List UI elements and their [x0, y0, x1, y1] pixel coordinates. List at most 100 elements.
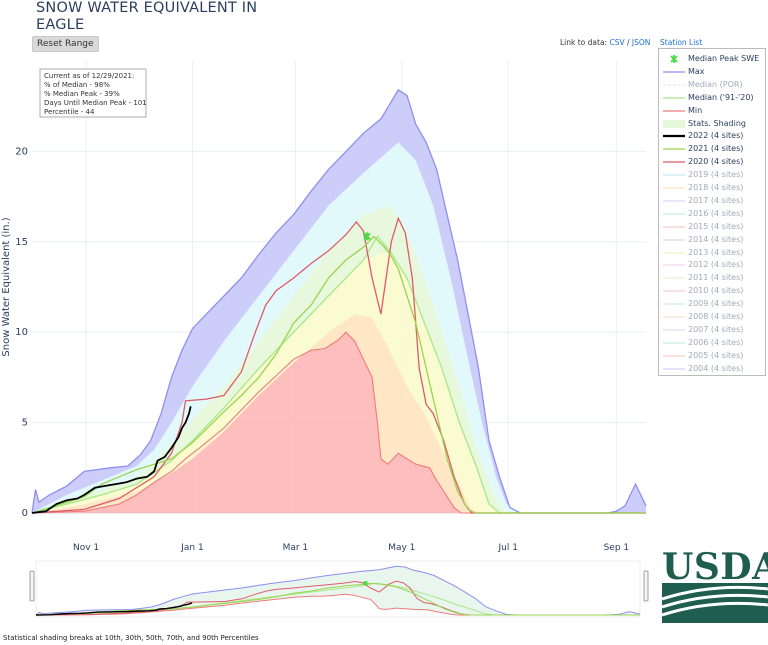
- y-axis-label: Snow Water Equivalent (in.): [1, 217, 12, 356]
- y-tick-label: 5: [22, 418, 28, 429]
- legend-label: 2021 (4 sites): [688, 144, 744, 154]
- legend-label: 2014 (4 sites): [688, 234, 744, 244]
- legend-label: 2010 (4 sites): [688, 286, 744, 296]
- legend-label: 2015 (4 sites): [688, 221, 744, 231]
- range-handle-left[interactable]: [29, 570, 35, 602]
- legend-item[interactable]: 2017 (4 sites): [659, 195, 765, 207]
- x-tick-label: Nov 1: [73, 543, 99, 553]
- legend-item[interactable]: Max: [659, 66, 765, 78]
- legend-label: Median ('91-'20): [688, 92, 754, 102]
- legend-label: 2006 (4 sites): [688, 337, 744, 347]
- csv-link[interactable]: CSV: [609, 38, 625, 47]
- legend-label: 2007 (4 sites): [688, 324, 744, 334]
- legend-item[interactable]: 2011 (4 sites): [659, 272, 765, 284]
- series-2022-line[interactable]: [31, 406, 192, 514]
- legend-label: 2008 (4 sites): [688, 312, 744, 321]
- legend-swatch-icon: [663, 84, 685, 86]
- x-tick-label: Sep 1: [604, 543, 630, 553]
- data-links: Link to data: CSV / JSON: [560, 38, 650, 47]
- shade-band-p70: [32, 205, 646, 513]
- range-max-line: [35, 565, 641, 616]
- range-min-line: [35, 593, 640, 616]
- legend-swatch-icon: [663, 329, 685, 331]
- legend-item[interactable]: 2008 (4 sites): [659, 311, 765, 323]
- range-median-peak-marker: [363, 581, 368, 586]
- legend-label: 2019 (4 sites): [688, 170, 744, 180]
- series-2020-line[interactable]: [31, 216, 646, 514]
- min-line[interactable]: [31, 331, 646, 514]
- legend-item[interactable]: 2009 (4 sites): [659, 298, 765, 310]
- legend-item[interactable]: 2007 (4 sites): [659, 324, 765, 336]
- legend-label: Stats. Shading: [688, 118, 747, 128]
- x-tick-label: Mar 1: [283, 543, 309, 553]
- chart-title-line1: SNOW WATER EQUIVALENT IN: [36, 0, 258, 16]
- y-tick-label: 0: [22, 508, 28, 519]
- json-link[interactable]: JSON: [631, 38, 651, 47]
- legend-item[interactable]: 2021 (4 sites): [659, 143, 765, 155]
- legend-label: Max: [688, 66, 705, 76]
- legend-swatch-icon: [663, 174, 685, 176]
- median-peak-marker[interactable]: [363, 232, 371, 241]
- reset-range-button[interactable]: Reset Range: [32, 36, 99, 52]
- legend-label: 2017 (4 sites): [688, 195, 744, 205]
- range-handle-right[interactable]: [643, 570, 649, 602]
- range-series-2020-line: [35, 580, 640, 616]
- legend-label: 2020 (4 sites): [688, 157, 744, 167]
- legend-item[interactable]: 2015 (4 sites): [659, 221, 765, 233]
- legend-swatch-icon: [663, 226, 685, 228]
- legend-item[interactable]: 2018 (4 sites): [659, 182, 765, 194]
- legend-item[interactable]: Median ('91-'20): [659, 92, 765, 104]
- legend-swatch-icon: [663, 148, 685, 150]
- info-box-line1: Current as of 12/29/2021:: [44, 72, 134, 80]
- usda-logo-text: USDA: [662, 546, 768, 588]
- legend-item[interactable]: 2012 (4 sites): [659, 259, 765, 271]
- link-separator: /: [624, 38, 632, 47]
- legend-swatch-icon: [663, 161, 685, 163]
- chart-title: SNOW WATER EQUIVALENT IN EAGLE: [36, 0, 257, 34]
- legend-item[interactable]: 2010 (4 sites): [659, 285, 765, 297]
- legend-item[interactable]: 2006 (4 sites): [659, 337, 765, 349]
- legend-item[interactable]: Median (POR): [659, 79, 765, 91]
- legend-item[interactable]: 2020 (4 sites): [659, 156, 765, 168]
- range-series-2022-line: [35, 602, 193, 616]
- legend-label: Min: [688, 105, 703, 115]
- legend-item[interactable]: Median Peak SWE: [659, 53, 765, 65]
- x-tick-label: Jul 1: [497, 543, 517, 553]
- legend-item[interactable]: 2014 (4 sites): [659, 234, 765, 246]
- y-tick-label: 20: [15, 146, 28, 157]
- info-box-line5: Percentile - 44: [44, 108, 95, 116]
- chart-legend: Median Peak SWE Max Median (POR) Median ('9…: [658, 48, 766, 376]
- legend-swatch-icon: [663, 264, 685, 267]
- legend-item[interactable]: Min: [659, 105, 765, 117]
- legend-item[interactable]: 2013 (4 sites): [659, 247, 765, 259]
- station-list-link[interactable]: Station List: [660, 38, 703, 47]
- legend-swatch-icon: [663, 290, 685, 292]
- legend-item[interactable]: Stats. Shading: [659, 118, 765, 130]
- legend-label: 2016 (4 sites): [688, 208, 744, 218]
- series-2021-line[interactable]: [31, 235, 646, 514]
- legend-label: 2012 (4 sites): [688, 260, 744, 270]
- legend-item[interactable]: 2019 (4 sites): [659, 169, 765, 181]
- footnote: Statistical shading breaks at 10th, 30th…: [3, 634, 259, 642]
- legend-swatch-icon: [663, 367, 685, 370]
- y-tick-label: 15: [15, 237, 28, 248]
- usda-logo-field-icon: [662, 583, 768, 623]
- legend-label: Median Peak SWE: [688, 54, 760, 63]
- range-shade: [36, 566, 640, 615]
- legend-swatch-icon: [663, 342, 685, 344]
- legend-item[interactable]: 2022 (4 sites): [659, 130, 765, 142]
- info-box: [39, 68, 147, 118]
- legend-swatch-icon: [663, 71, 685, 73]
- legend-label: 2018 (4 sites): [688, 183, 744, 192]
- legend-swatch-icon: [663, 187, 685, 189]
- range-series-2021-line: [35, 582, 640, 616]
- link-prefix: Link to data:: [560, 38, 610, 47]
- legend-swatch-icon: [663, 277, 685, 279]
- legend-item[interactable]: 2005 (4 sites): [659, 350, 765, 362]
- legend-item[interactable]: 2016 (4 sites): [659, 208, 765, 220]
- x-tick-label: May 1: [388, 543, 415, 553]
- legend-label: 2005 (4 sites): [688, 350, 744, 360]
- max-line[interactable]: [31, 88, 647, 514]
- legend-item[interactable]: 2004 (4 sites): [659, 363, 765, 375]
